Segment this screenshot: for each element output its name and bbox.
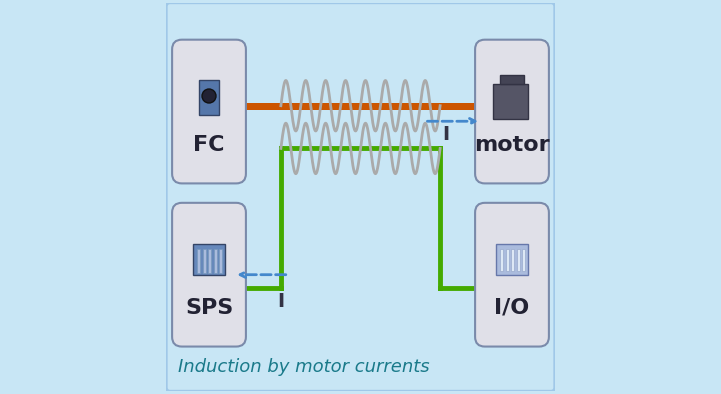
Bar: [208, 249, 211, 273]
Bar: [500, 249, 503, 271]
Circle shape: [202, 89, 216, 103]
Bar: [203, 249, 206, 273]
Bar: [492, 84, 528, 119]
Bar: [505, 249, 509, 271]
Bar: [517, 249, 520, 271]
FancyBboxPatch shape: [475, 203, 549, 347]
Bar: [497, 243, 528, 275]
Bar: [511, 249, 514, 271]
Text: FC: FC: [193, 135, 225, 154]
Bar: [500, 74, 523, 84]
Text: motor: motor: [474, 135, 550, 154]
FancyBboxPatch shape: [172, 40, 246, 183]
Bar: [522, 249, 525, 271]
Text: SPS: SPS: [185, 298, 233, 318]
Bar: [198, 249, 200, 273]
Bar: [193, 243, 224, 275]
Text: I: I: [443, 125, 449, 143]
Text: I: I: [278, 292, 284, 310]
Text: I/O: I/O: [495, 298, 530, 318]
Bar: [199, 80, 218, 115]
Bar: [219, 249, 222, 273]
Text: Induction by motor currents: Induction by motor currents: [178, 358, 430, 376]
FancyBboxPatch shape: [172, 203, 246, 347]
FancyBboxPatch shape: [475, 40, 549, 183]
Bar: [213, 249, 217, 273]
FancyBboxPatch shape: [167, 3, 554, 391]
